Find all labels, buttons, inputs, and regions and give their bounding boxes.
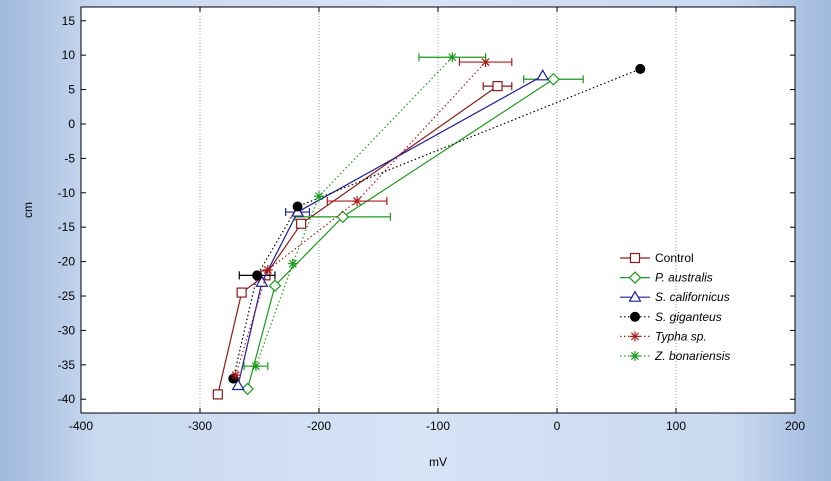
x-tick-label: 200 xyxy=(785,419,805,433)
series-layer xyxy=(212,52,646,400)
x-tick-label: 100 xyxy=(666,419,686,433)
x-tick-label: -200 xyxy=(307,419,331,433)
legend: Control P. australis S. californicus S. gig… xyxy=(620,251,730,363)
legend-item: Typha sp. xyxy=(620,329,707,343)
circle-marker xyxy=(630,311,640,322)
series-line xyxy=(247,78,554,390)
y-tick-label: -30 xyxy=(58,323,76,337)
asterisk-marker xyxy=(262,264,273,275)
y-tick-label: 5 xyxy=(68,83,75,97)
y-tick-label: 0 xyxy=(68,117,75,131)
legend-item: S. californicus xyxy=(620,290,730,304)
circle-marker xyxy=(292,201,303,212)
diamond-marker xyxy=(547,72,560,86)
series-line xyxy=(255,56,453,367)
legend-item: P. australis xyxy=(620,271,713,285)
plot-area xyxy=(80,6,796,414)
y-tick-label: -20 xyxy=(58,255,76,269)
asterisk-marker xyxy=(314,191,324,202)
x-tick-label: 0 xyxy=(554,419,561,433)
x-tick-label: -300 xyxy=(188,419,212,433)
legend-label: Typha sp. xyxy=(655,329,707,343)
x-tick-label: -100 xyxy=(426,419,450,433)
series-line xyxy=(235,61,487,376)
axis-layer: -400 -300 -200 -100 0 100 200 15 10 5 0 -5 -10 -15 -20… xyxy=(58,7,805,433)
y-tick-label: -5 xyxy=(64,151,75,165)
circle-marker xyxy=(635,63,646,74)
legend-item: Z. bonariensis xyxy=(620,349,730,363)
legend-label: Z. bonariensis xyxy=(654,349,730,363)
series-line xyxy=(237,75,544,386)
square-marker xyxy=(492,81,503,92)
square-marker xyxy=(212,389,223,400)
legend-label: P. australis xyxy=(655,271,713,285)
square-marker xyxy=(236,287,247,298)
y-tick-label: 15 xyxy=(62,14,76,28)
legend-item: Control xyxy=(620,251,694,265)
triangle-marker xyxy=(536,69,550,81)
x-tick-label: -400 xyxy=(69,419,93,433)
series-6 xyxy=(243,52,487,372)
y-tick-label: -15 xyxy=(58,220,76,234)
y-axis-label: cm xyxy=(21,202,35,218)
y-tick-label: -40 xyxy=(58,392,76,406)
square-marker xyxy=(296,218,307,229)
triangle-marker xyxy=(255,275,269,287)
legend-label: S. giganteus xyxy=(655,310,722,324)
asterisk-marker xyxy=(230,370,241,381)
legend-item: S. giganteus xyxy=(620,310,722,324)
asterisk-marker xyxy=(447,52,458,63)
asterisk-marker xyxy=(250,361,261,372)
legend-label: S. californicus xyxy=(655,290,730,304)
square-marker xyxy=(629,252,641,264)
legend-label: Control xyxy=(655,251,694,265)
series-2 xyxy=(241,72,584,396)
series-3 xyxy=(231,69,550,391)
triangle-marker xyxy=(628,290,642,302)
series-line xyxy=(232,68,641,379)
y-tick-label: -35 xyxy=(58,358,76,372)
triangle-marker xyxy=(231,378,245,391)
asterisk-marker xyxy=(630,351,640,361)
series-5 xyxy=(230,57,513,381)
asterisk-marker xyxy=(287,258,298,269)
circle-marker xyxy=(252,270,263,281)
asterisk-marker xyxy=(630,331,640,342)
x-axis-label: mV xyxy=(429,455,447,469)
diamond-marker xyxy=(268,279,282,293)
y-tick-label: -25 xyxy=(58,289,76,303)
diamond-marker xyxy=(628,271,642,284)
asterisk-marker xyxy=(352,196,363,207)
y-tick-label: 10 xyxy=(62,48,76,62)
y-tick-label: -10 xyxy=(58,186,76,200)
diamond-marker xyxy=(241,382,254,396)
